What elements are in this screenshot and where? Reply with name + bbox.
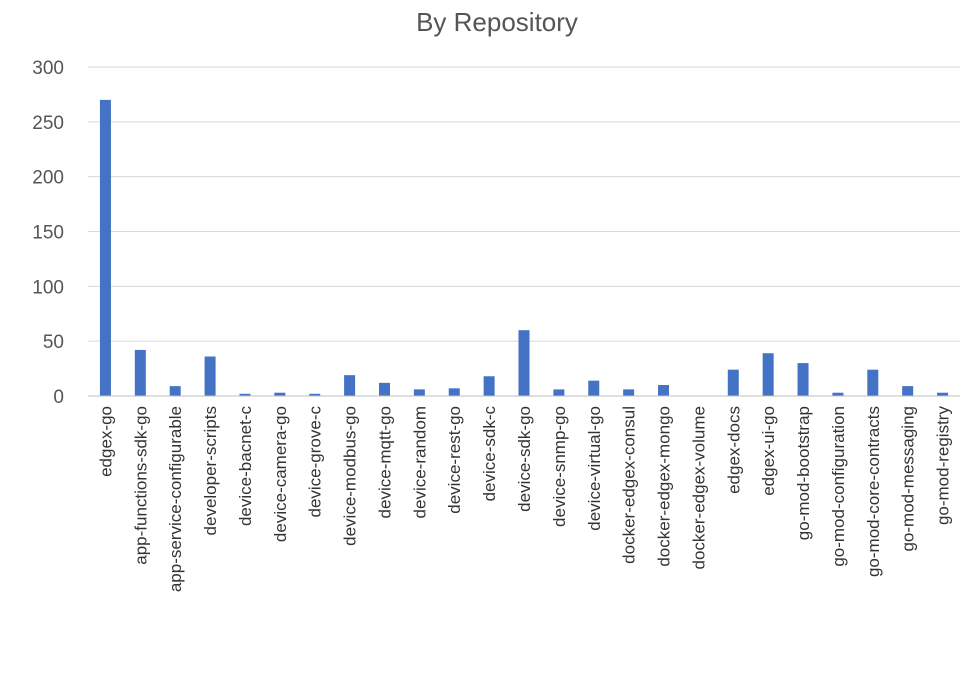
y-tick-label: 300	[32, 58, 64, 79]
bar-edgex-go	[99, 99, 111, 397]
x-category-label: device-random	[410, 406, 429, 518]
x-category-label: docker-edgex-mongo	[655, 406, 674, 567]
x-category-label: go-mod-registry	[934, 406, 953, 526]
bar-docker-edgex-mongo	[658, 385, 670, 396]
bar-edgex-ui-go	[762, 353, 774, 396]
x-category-label: docker-edgex-volume	[689, 406, 708, 569]
bar-go-mod-configuration	[832, 392, 844, 396]
y-tick-label: 200	[32, 168, 64, 189]
bar-docker-edgex-consul	[623, 389, 635, 396]
y-tick-label: 50	[43, 332, 64, 353]
x-category-label: device-bacnet-c	[236, 406, 255, 527]
x-category-label: device-modbus-go	[341, 406, 360, 546]
bar-device-rest-go	[448, 388, 460, 396]
y-tick-label: 150	[32, 223, 64, 244]
bar-go-mod-registry	[937, 392, 949, 396]
gridlines	[88, 66, 960, 342]
x-category-label: app-functions-sdk-go	[131, 406, 150, 565]
x-category-label: go-mod-configuration	[829, 406, 848, 567]
x-category-label: go-mod-bootstrap	[794, 406, 813, 540]
x-category-label: developer-scripts	[201, 406, 220, 535]
x-category-label: device-sdk-go	[515, 406, 534, 512]
bar-app-functions-sdk-go	[134, 349, 146, 396]
bar-device-grove-c	[309, 393, 321, 396]
chart-title: By Repository	[416, 7, 578, 37]
x-category-label: edgex-go	[96, 406, 115, 477]
bar-device-modbus-go	[344, 375, 356, 396]
x-category-label: go-mod-messaging	[899, 406, 918, 552]
x-category-label: device-grove-c	[306, 406, 325, 518]
bar-go-mod-messaging	[902, 386, 914, 396]
bar-developer-scripts	[204, 356, 216, 396]
bar-device-random	[413, 389, 425, 396]
x-category-label: device-sdk-c	[480, 406, 499, 502]
bar-device-snmp-go	[553, 389, 565, 396]
x-category-label: edgex-ui-go	[759, 406, 778, 496]
bar-app-service-configurable	[169, 386, 181, 396]
x-category-label: device-rest-go	[445, 406, 464, 514]
x-axis-category-labels: edgex-go app-functions-sdk-go app-service-…	[96, 406, 952, 593]
bar-device-camera-go	[274, 392, 286, 396]
y-axis-tick-labels: 0 50 100 150 200 250 300	[32, 58, 64, 408]
x-category-label: docker-edgex-consul	[620, 406, 639, 564]
bars	[99, 99, 949, 397]
bar-device-bacnet-c	[239, 393, 251, 396]
x-category-label: app-service-configurable	[166, 406, 185, 592]
bar-go-mod-core-contracts	[867, 369, 879, 396]
x-category-label: device-mqtt-go	[375, 406, 394, 518]
bar-go-mod-bootstrap	[797, 363, 809, 396]
x-category-label: go-mod-core-contracts	[864, 406, 883, 577]
y-tick-label: 0	[53, 387, 64, 408]
x-category-label: device-camera-go	[271, 406, 290, 542]
x-category-label: edgex-docs	[724, 406, 743, 494]
x-category-label: device-snmp-go	[550, 406, 569, 527]
y-tick-label: 250	[32, 113, 64, 134]
bar-device-virtual-go	[588, 380, 600, 396]
bar-device-sdk-c	[483, 376, 495, 396]
bar-device-sdk-go	[518, 330, 530, 396]
x-category-label: device-virtual-go	[585, 406, 604, 531]
bar-edgex-docs	[727, 369, 739, 396]
y-tick-label: 100	[32, 277, 64, 298]
bar-device-mqtt-go	[378, 382, 390, 396]
